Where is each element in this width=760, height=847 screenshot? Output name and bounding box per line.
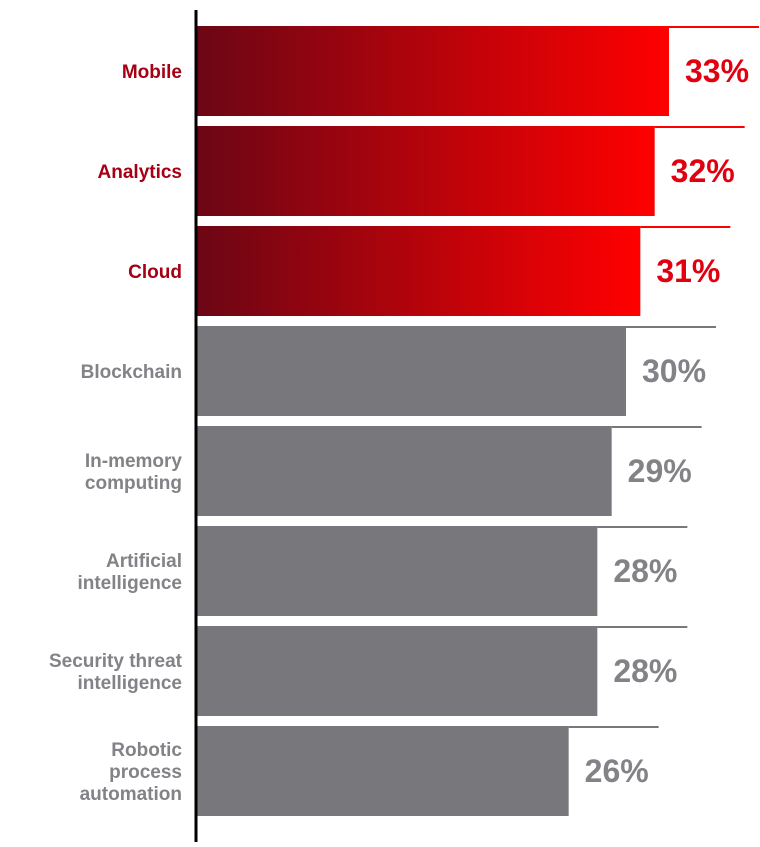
bar-blockchain xyxy=(196,326,626,416)
value-label: 30% xyxy=(642,353,706,389)
value-label: 31% xyxy=(656,253,720,289)
category-label: In-memory computing xyxy=(85,451,183,494)
bar-analytics xyxy=(196,126,655,216)
category-label: Analytics xyxy=(98,162,182,183)
value-label: 32% xyxy=(671,153,735,189)
bar-security-threat-intelligence xyxy=(196,626,598,716)
category-label: Blockchain xyxy=(81,362,182,383)
value-label: 28% xyxy=(613,653,677,689)
category-label: Mobile xyxy=(122,62,182,83)
value-label: 33% xyxy=(685,53,749,89)
category-label: Cloud xyxy=(128,262,182,283)
value-label: 29% xyxy=(628,453,692,489)
bar-artificial-intelligence xyxy=(196,526,598,616)
category-label: Artificial intelligence xyxy=(77,551,182,594)
bar-robotic-process-automation xyxy=(196,726,569,816)
value-label: 26% xyxy=(585,753,649,789)
category-label: Robotic process automation xyxy=(80,740,183,805)
bar-mobile xyxy=(196,26,669,116)
bar-in-memory-computing xyxy=(196,426,612,516)
value-label: 28% xyxy=(613,553,677,589)
category-label: Security threat intelligence xyxy=(49,651,183,694)
bar-cloud xyxy=(196,226,641,316)
bars-layer: Mobile 33% Analytics 32% Cloud 31% Blockchain 3… xyxy=(49,26,759,816)
